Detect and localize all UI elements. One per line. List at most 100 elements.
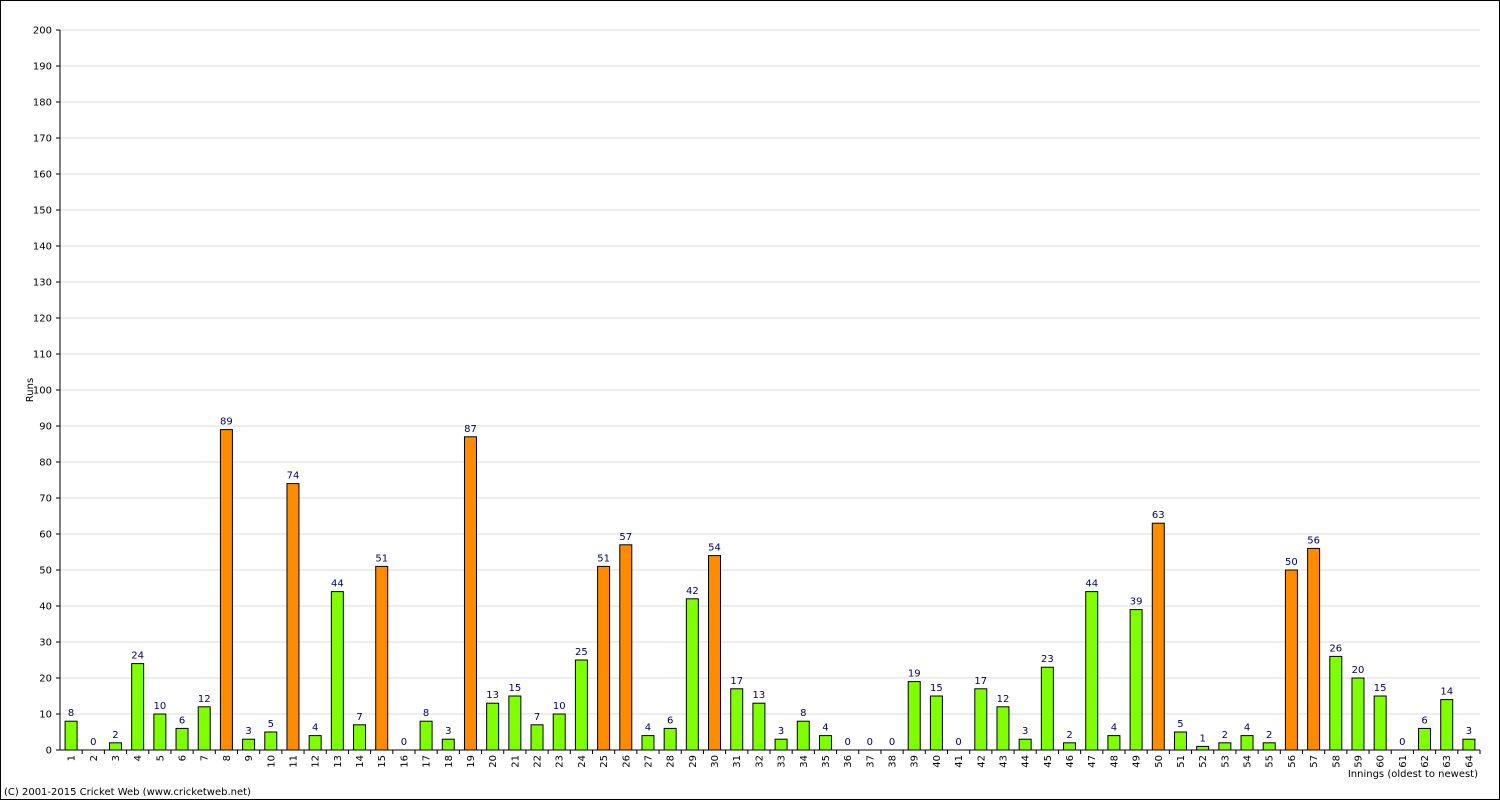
bar (353, 724, 367, 751)
x-tick-label: 33 (777, 755, 788, 768)
x-tick-label: 57 (1309, 755, 1320, 768)
bar (131, 663, 145, 751)
x-tick-label: 59 (1353, 755, 1364, 768)
bar (1063, 742, 1077, 751)
value-label: 6 (179, 715, 185, 726)
y-tick-label: 40 (39, 602, 52, 613)
bar (1040, 666, 1054, 751)
value-label: 4 (1244, 723, 1250, 734)
value-label: 8 (68, 708, 74, 719)
y-tick-label: 130 (33, 278, 52, 289)
bar (530, 724, 544, 751)
y-tick-label: 90 (39, 422, 52, 433)
value-label: 15 (508, 683, 521, 694)
x-tick-label: 6 (178, 755, 189, 761)
value-label: 0 (844, 737, 850, 748)
bar (1173, 731, 1187, 751)
value-label: 13 (486, 690, 499, 701)
value-label: 63 (1152, 510, 1165, 521)
bar (197, 706, 211, 751)
value-label: 50 (1285, 557, 1298, 568)
y-tick-label: 160 (33, 170, 52, 181)
x-tick-label: 56 (1287, 755, 1298, 768)
bar (774, 738, 788, 751)
footer: (C) 2001-2015 Cricket Web (www.cricketwe… (4, 787, 251, 798)
bar (64, 720, 78, 751)
bar (1373, 695, 1387, 751)
x-tick-label: 48 (1109, 755, 1120, 768)
x-tick-label: 1 (67, 755, 78, 761)
x-tick-label: 37 (865, 755, 876, 768)
value-label: 2 (112, 730, 118, 741)
value-label: 4 (312, 723, 318, 734)
x-tick-label: 2 (89, 755, 100, 761)
bar (308, 735, 322, 751)
x-tick-label: 51 (1176, 755, 1187, 768)
bar (1351, 677, 1365, 751)
value-label: 3 (1022, 726, 1028, 737)
bar (1284, 569, 1298, 751)
bar (796, 720, 810, 751)
value-label: 13 (753, 690, 766, 701)
x-tick-label: 44 (1021, 755, 1032, 768)
value-label: 6 (1421, 715, 1427, 726)
x-tick-label: 27 (643, 755, 654, 768)
x-tick-label: 16 (399, 755, 410, 768)
bar (685, 598, 699, 751)
x-tick-label: 43 (998, 755, 1009, 768)
bar (441, 738, 455, 751)
y-tick-label: 110 (33, 350, 52, 361)
bar (1196, 745, 1210, 751)
value-label: 3 (1466, 726, 1472, 737)
value-label: 2 (1066, 730, 1072, 741)
value-label: 12 (997, 694, 1010, 705)
y-tick-label: 70 (39, 494, 52, 505)
x-tick-label: 52 (1198, 755, 1209, 768)
value-label: 3 (245, 726, 251, 737)
y-tick-label: 50 (39, 566, 52, 577)
x-tick-label: 28 (666, 755, 677, 768)
x-tick-label: 63 (1442, 755, 1453, 768)
x-tick-label: 3 (111, 755, 122, 761)
y-tick-label: 180 (33, 98, 52, 109)
value-label: 17 (730, 676, 743, 687)
x-tick-label: 4 (133, 755, 144, 761)
bar (730, 688, 744, 751)
bar (574, 659, 588, 751)
y-tick-label: 150 (33, 206, 52, 217)
value-label: 0 (955, 737, 961, 748)
value-label: 5 (1177, 719, 1183, 730)
value-label: 1 (1199, 733, 1205, 744)
bar (1107, 735, 1121, 751)
bar (1151, 522, 1165, 751)
y-tick-label: 30 (39, 638, 52, 649)
value-label: 4 (822, 723, 828, 734)
bar (219, 429, 233, 751)
bar (1307, 547, 1321, 751)
x-tick-label: 21 (510, 755, 521, 768)
bar (1462, 738, 1476, 751)
x-tick-label: 17 (422, 755, 433, 768)
x-tick-label: 60 (1376, 755, 1387, 768)
bar (597, 565, 611, 751)
value-label: 44 (331, 579, 344, 590)
x-tick-label: 61 (1398, 755, 1409, 768)
x-tick-label: 42 (976, 755, 987, 768)
value-label: 56 (1307, 535, 1320, 546)
y-tick-label: 10 (39, 710, 52, 721)
value-label: 7 (534, 712, 540, 723)
x-tick-label: 32 (754, 755, 765, 768)
bar (1329, 655, 1343, 751)
value-label: 7 (356, 712, 362, 723)
value-label: 44 (1085, 579, 1098, 590)
value-label: 15 (930, 683, 943, 694)
value-label: 2 (1222, 730, 1228, 741)
value-label: 3 (778, 726, 784, 737)
value-label: 39 (1130, 597, 1143, 608)
bar (108, 742, 122, 751)
x-tick-label: 22 (533, 755, 544, 768)
bar (752, 702, 766, 751)
value-label: 14 (1440, 687, 1453, 698)
x-tick-label: 34 (799, 755, 810, 768)
